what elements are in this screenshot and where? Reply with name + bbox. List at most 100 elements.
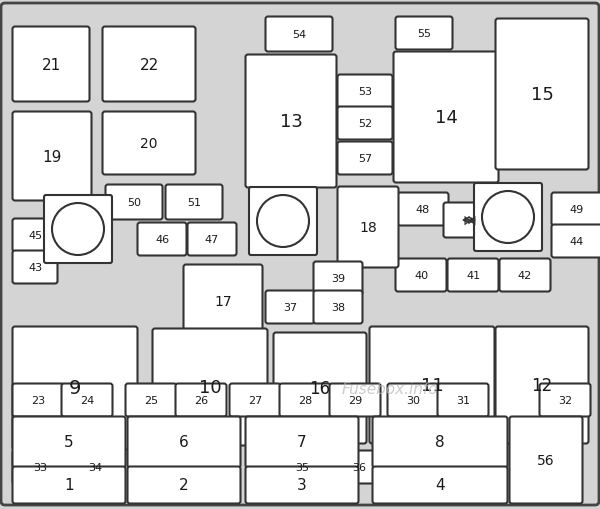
Text: 25: 25 — [144, 395, 158, 405]
FancyBboxPatch shape — [128, 417, 241, 468]
FancyBboxPatch shape — [394, 52, 499, 183]
FancyBboxPatch shape — [509, 417, 583, 503]
FancyBboxPatch shape — [245, 467, 359, 503]
Text: 26: 26 — [194, 395, 208, 405]
Text: ⋈: ⋈ — [462, 214, 476, 228]
Text: 53: 53 — [358, 87, 372, 97]
Text: 20: 20 — [140, 137, 158, 151]
Text: 56: 56 — [537, 453, 555, 467]
FancyBboxPatch shape — [266, 17, 332, 52]
Text: 47: 47 — [205, 235, 219, 244]
FancyBboxPatch shape — [539, 384, 590, 417]
FancyBboxPatch shape — [448, 259, 499, 292]
FancyBboxPatch shape — [152, 329, 268, 445]
FancyBboxPatch shape — [13, 417, 125, 468]
Text: 45: 45 — [28, 231, 42, 241]
FancyBboxPatch shape — [395, 259, 446, 292]
FancyBboxPatch shape — [103, 112, 196, 175]
Text: 37: 37 — [283, 302, 297, 313]
FancyBboxPatch shape — [266, 291, 314, 324]
Circle shape — [482, 191, 534, 243]
Text: 14: 14 — [434, 109, 457, 127]
FancyBboxPatch shape — [245, 417, 359, 468]
Text: 42: 42 — [518, 270, 532, 280]
FancyBboxPatch shape — [373, 467, 508, 503]
FancyBboxPatch shape — [500, 259, 551, 292]
FancyBboxPatch shape — [551, 193, 600, 226]
FancyBboxPatch shape — [496, 327, 589, 444]
FancyBboxPatch shape — [370, 327, 494, 444]
FancyBboxPatch shape — [280, 384, 331, 417]
FancyBboxPatch shape — [314, 262, 362, 295]
FancyBboxPatch shape — [437, 384, 488, 417]
FancyBboxPatch shape — [103, 27, 196, 102]
Text: 29: 29 — [348, 395, 362, 405]
FancyBboxPatch shape — [13, 384, 64, 417]
FancyBboxPatch shape — [13, 27, 89, 102]
FancyBboxPatch shape — [125, 384, 176, 417]
FancyBboxPatch shape — [13, 327, 137, 449]
Text: 31: 31 — [456, 395, 470, 405]
Text: 44: 44 — [570, 237, 584, 246]
Text: 16: 16 — [310, 379, 331, 397]
Text: 3: 3 — [297, 477, 307, 493]
Text: 48: 48 — [416, 205, 430, 215]
FancyBboxPatch shape — [13, 467, 125, 503]
FancyBboxPatch shape — [474, 184, 542, 251]
FancyBboxPatch shape — [184, 265, 263, 338]
FancyBboxPatch shape — [314, 291, 362, 324]
Text: 49: 49 — [570, 205, 584, 215]
Text: 11: 11 — [421, 376, 443, 394]
FancyBboxPatch shape — [13, 450, 68, 484]
Text: 8: 8 — [435, 435, 445, 449]
Text: 46: 46 — [155, 235, 169, 244]
Text: 4: 4 — [435, 477, 445, 493]
Text: 17: 17 — [214, 294, 232, 308]
FancyBboxPatch shape — [166, 185, 223, 220]
Text: 38: 38 — [331, 302, 345, 313]
FancyBboxPatch shape — [395, 17, 452, 50]
Text: 2: 2 — [179, 477, 189, 493]
Text: 36: 36 — [352, 462, 366, 472]
Text: 21: 21 — [41, 58, 61, 72]
Text: 22: 22 — [139, 58, 158, 72]
Text: 5: 5 — [64, 435, 74, 449]
FancyBboxPatch shape — [128, 467, 241, 503]
Text: 34: 34 — [88, 462, 102, 472]
FancyBboxPatch shape — [338, 142, 392, 175]
FancyBboxPatch shape — [106, 185, 163, 220]
FancyBboxPatch shape — [249, 188, 317, 256]
Circle shape — [257, 195, 309, 247]
Text: 51: 51 — [187, 197, 201, 208]
FancyBboxPatch shape — [274, 450, 331, 484]
FancyBboxPatch shape — [137, 223, 187, 256]
FancyBboxPatch shape — [44, 195, 112, 264]
FancyBboxPatch shape — [176, 384, 227, 417]
Text: 19: 19 — [43, 149, 62, 164]
Text: 54: 54 — [292, 30, 306, 40]
FancyBboxPatch shape — [388, 384, 439, 417]
Text: 9: 9 — [69, 379, 81, 398]
Text: 50: 50 — [127, 197, 141, 208]
FancyBboxPatch shape — [338, 75, 392, 108]
Text: 57: 57 — [358, 154, 372, 164]
Text: 27: 27 — [248, 395, 262, 405]
FancyBboxPatch shape — [331, 450, 388, 484]
FancyBboxPatch shape — [245, 55, 337, 188]
Text: 15: 15 — [530, 86, 553, 104]
FancyBboxPatch shape — [1, 4, 599, 505]
FancyBboxPatch shape — [13, 219, 58, 252]
Text: 40: 40 — [414, 270, 428, 280]
Text: 6: 6 — [179, 435, 189, 449]
FancyBboxPatch shape — [13, 112, 92, 201]
Text: 33: 33 — [33, 462, 47, 472]
Text: 1: 1 — [64, 477, 74, 493]
Text: 30: 30 — [406, 395, 420, 405]
FancyBboxPatch shape — [398, 193, 449, 226]
FancyBboxPatch shape — [62, 384, 113, 417]
Text: 43: 43 — [28, 263, 42, 272]
FancyBboxPatch shape — [443, 203, 494, 238]
FancyBboxPatch shape — [329, 384, 380, 417]
Text: Fusebox.info: Fusebox.info — [341, 382, 439, 397]
Text: 13: 13 — [280, 113, 302, 131]
